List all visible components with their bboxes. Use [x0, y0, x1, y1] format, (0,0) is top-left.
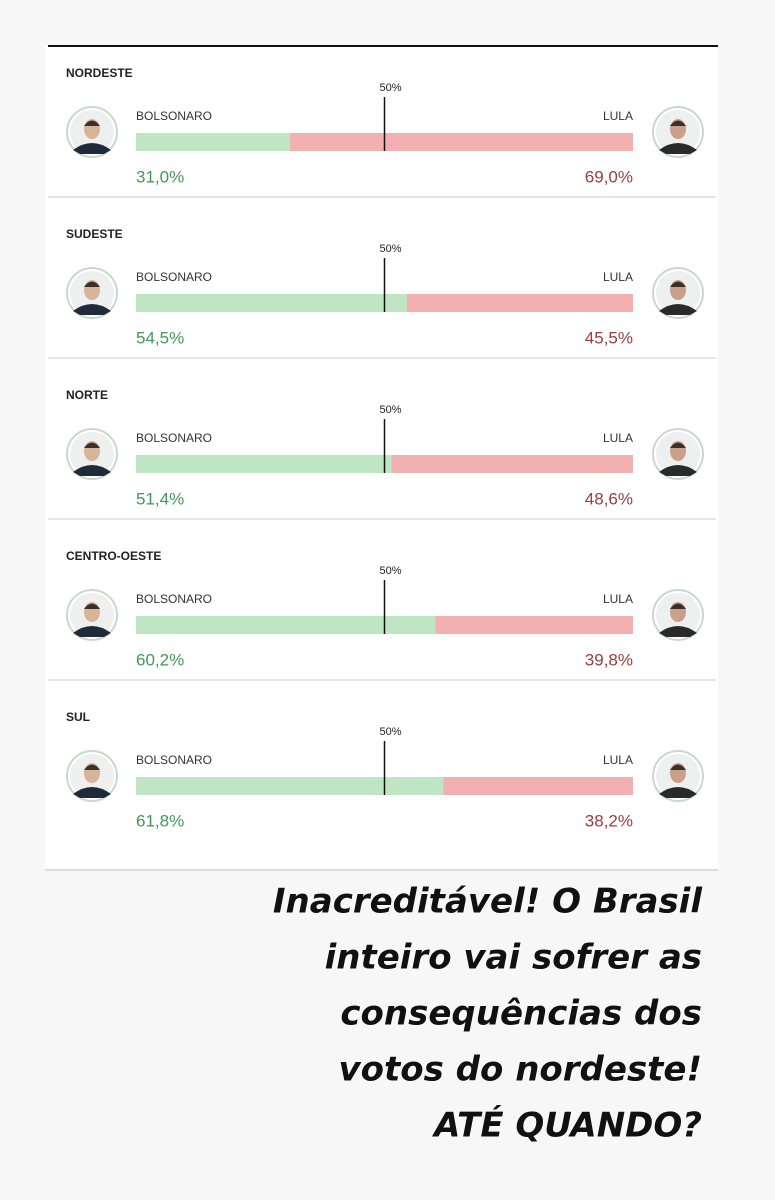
bar-segment [290, 133, 633, 151]
value-label: 38,2% [585, 811, 633, 830]
bar-segment [136, 133, 291, 151]
avatar-hair [670, 603, 686, 609]
value-label: 54,5% [136, 328, 184, 347]
region-title: NORTE [66, 388, 108, 402]
avatar-hair [84, 120, 100, 126]
midline-label: 50% [379, 82, 401, 94]
bar-segment [435, 616, 633, 634]
caption-line: consequências dos [340, 994, 702, 1034]
avatar-body [659, 787, 697, 798]
avatar [66, 428, 118, 480]
caption-line: inteiro vai sofrer as [325, 938, 702, 978]
midline-label: 50% [379, 565, 401, 577]
bar-segment [406, 294, 633, 312]
series-name: BOLSONARO [136, 109, 212, 123]
avatar-body [659, 465, 697, 476]
caption-line: votos do nordeste! [338, 1050, 702, 1090]
avatar [66, 106, 118, 158]
avatar-body [659, 626, 697, 637]
region-title: CENTRO-OESTE [66, 549, 161, 563]
series-name: BOLSONARO [136, 431, 212, 445]
avatar-hair [670, 764, 686, 770]
avatar-hair [670, 442, 686, 448]
value-label: 48,6% [585, 489, 633, 508]
bar-segment [391, 455, 633, 473]
value-label: 69,0% [585, 167, 633, 186]
avatar [652, 428, 704, 480]
bar-segment [136, 777, 444, 795]
avatar-hair [670, 281, 686, 287]
avatar [66, 589, 118, 641]
avatar-hair [670, 120, 686, 126]
avatar-body [73, 143, 111, 154]
avatar-hair [84, 764, 100, 770]
series-name: LULA [603, 431, 633, 445]
avatar [66, 267, 118, 319]
avatar-hair [84, 603, 100, 609]
series-name: LULA [603, 592, 633, 606]
avatar [66, 750, 118, 802]
value-label: 31,0% [136, 167, 184, 186]
avatar-body [73, 304, 111, 315]
series-name: LULA [603, 109, 633, 123]
caption-line: ATÉ QUANDO? [431, 1105, 702, 1146]
value-label: 45,5% [585, 328, 633, 347]
region-title: SUL [66, 710, 90, 724]
avatar-body [659, 143, 697, 154]
avatar-body [73, 787, 111, 798]
region-title: SUDESTE [66, 227, 123, 241]
midline-label: 50% [379, 243, 401, 255]
bar-segment [136, 455, 392, 473]
bar-segment [443, 777, 633, 795]
avatar-body [73, 465, 111, 476]
series-name: LULA [603, 270, 633, 284]
value-label: 61,8% [136, 811, 184, 830]
avatar [652, 267, 704, 319]
avatar-hair [84, 442, 100, 448]
region-title: NORDESTE [66, 66, 133, 80]
avatar [652, 750, 704, 802]
midline-label: 50% [379, 726, 401, 738]
avatar-body [73, 626, 111, 637]
series-name: BOLSONARO [136, 592, 212, 606]
value-label: 60,2% [136, 650, 184, 669]
avatar-body [659, 304, 697, 315]
value-label: 51,4% [136, 489, 184, 508]
avatar [652, 106, 704, 158]
value-label: 39,8% [585, 650, 633, 669]
caption-line: Inacreditável! O Brasil [273, 882, 703, 922]
series-name: BOLSONARO [136, 753, 212, 767]
series-name: LULA [603, 753, 633, 767]
bar-segment [136, 616, 436, 634]
avatar-hair [84, 281, 100, 287]
series-name: BOLSONARO [136, 270, 212, 284]
midline-label: 50% [379, 404, 401, 416]
avatar [652, 589, 704, 641]
bar-segment [136, 294, 407, 312]
